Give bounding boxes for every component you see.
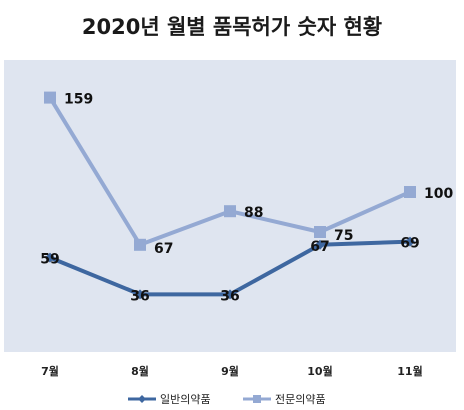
legend-marker	[253, 395, 261, 403]
x-axis-ticks: 7월 8월 9월 10월 11월	[41, 364, 423, 378]
data-label: 75	[334, 228, 353, 244]
legend-label: 일반의약품	[160, 392, 211, 406]
data-point	[44, 91, 56, 104]
x-tick-label: 8월	[131, 364, 149, 378]
legend-marker	[138, 395, 146, 403]
data-point	[315, 239, 325, 250]
data-point	[45, 252, 55, 263]
data-point	[135, 289, 145, 300]
data-label: 36	[220, 288, 239, 304]
data-point	[224, 205, 236, 218]
x-tick-label: 9월	[221, 364, 239, 378]
data-label: 100	[424, 186, 453, 202]
data-label: 67	[154, 241, 173, 257]
x-tick-label: 7월	[41, 364, 59, 378]
legend-item: 일반의약품	[128, 392, 211, 406]
legend-item: 전문의약품	[243, 392, 326, 406]
legend-label: 전문의약품	[275, 392, 326, 406]
data-point	[314, 226, 326, 238]
data-label: 36	[130, 288, 149, 304]
data-label: 67	[310, 239, 329, 255]
x-tick-label: 10월	[307, 364, 332, 378]
data-point	[405, 236, 415, 247]
legend: 일반의약품 전문의약품	[128, 392, 326, 406]
x-tick-label: 11월	[397, 364, 422, 378]
data-point	[134, 238, 146, 251]
data-label: 159	[64, 92, 93, 108]
series-2: 159 67 88 75 100	[44, 91, 453, 257]
data-label: 59	[40, 252, 59, 268]
data-label: 69	[400, 236, 419, 252]
series-1: 59 36 36 67 69	[40, 236, 419, 305]
chart-title: 2020년 월별 품목허가 숫자 현황	[82, 15, 382, 39]
data-label: 88	[244, 205, 263, 221]
series-layer: 159 67 88 75 100 59 36 36 67 69	[40, 91, 453, 305]
data-point	[225, 289, 235, 300]
data-point	[404, 186, 416, 198]
